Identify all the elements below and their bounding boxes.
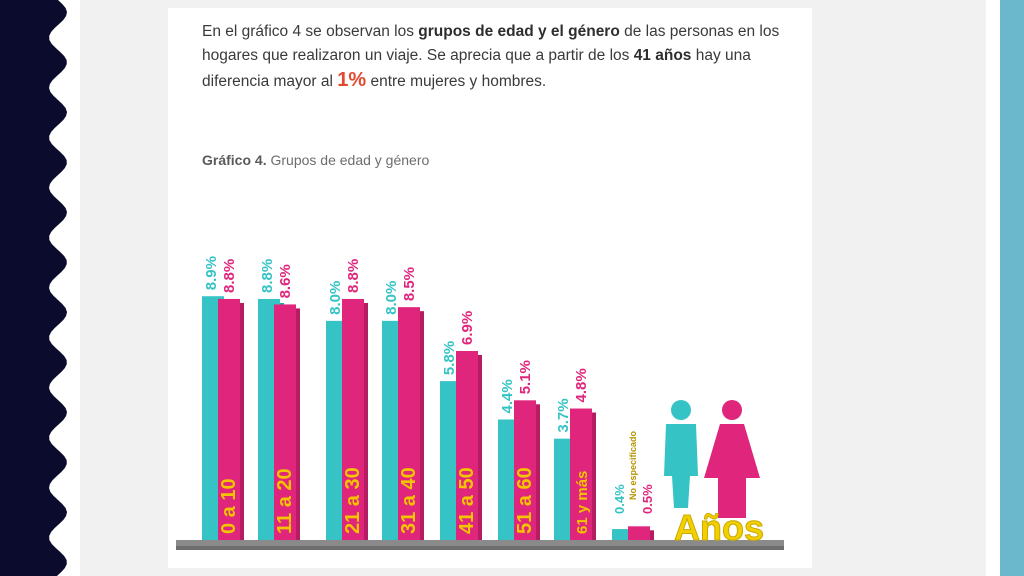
value-label-women: 6.9% (459, 311, 476, 345)
bar-women-side (296, 308, 300, 540)
age-gender-bar-chart: 8.9% 8.8%0 a 108.8% 8.6%11 a 208.0%8.8%21 … (176, 256, 784, 550)
chart-caption: Gráfico 4. Grupos de edad y género (202, 152, 429, 168)
category-label: 21 a 30 (342, 467, 364, 534)
intro-bold-1: grupos de edad y el género (418, 23, 620, 40)
intro-text-1: En el gráfico 4 se observan los (202, 23, 419, 40)
value-label-men: 5.8% (441, 341, 458, 375)
value-label-women: 4.8% (573, 368, 590, 402)
category-label: 0 a 10 (218, 478, 240, 534)
gender-legend-icons (664, 400, 760, 518)
value-label-men: 4.4% (499, 379, 516, 413)
man-icon-head (671, 400, 691, 420)
bar-women (398, 307, 420, 540)
man-icon (664, 424, 698, 508)
chart-caption-text: Grupos de edad y género (266, 152, 430, 168)
value-label-women: 8.8% (345, 259, 362, 293)
bar-women (456, 351, 478, 540)
category-label: 11 a 20 (274, 468, 296, 534)
bar-women-side (650, 530, 654, 540)
value-label-women: 0.5% (640, 484, 655, 514)
intro-bold-2: 41 años (633, 47, 692, 64)
category-label: 31 a 40 (398, 467, 420, 534)
value-label-men: 8.8% (259, 259, 276, 293)
chart-floor (176, 540, 784, 550)
intro-text-2: de las personas en los hogares que reali… (202, 23, 780, 64)
value-label-men: 8.0% (383, 281, 400, 315)
category-label: 61 y más (574, 471, 591, 534)
bar-women-side (420, 311, 424, 540)
intro-highlight: 1% (337, 69, 367, 91)
intro-text-4: entre mujeres y hombres. (366, 73, 547, 90)
bar-women-side (536, 404, 540, 540)
slide-card: En el gráfico 4 se observan los grupos d… (168, 8, 812, 568)
value-label-men: 8.9% (203, 256, 220, 290)
category-label: No especificado (628, 430, 638, 500)
woman-icon-head (722, 400, 742, 420)
bar-men (612, 529, 634, 540)
bar-women-side (240, 302, 244, 540)
category-label: 51 a 60 (514, 467, 536, 534)
value-label-women: 8.8% (221, 259, 238, 293)
right-white-gap (986, 0, 1000, 576)
value-label-women: 5.1% (517, 360, 534, 394)
intro-paragraph: En el gráfico 4 se observan los grupos d… (202, 20, 792, 94)
bar-women (628, 526, 650, 540)
bar-women (274, 304, 296, 540)
axis-word-anos: Años (674, 507, 764, 548)
bar-women (218, 298, 240, 540)
chart-floor-shadow (176, 546, 784, 550)
value-label-men: 0.4% (612, 484, 627, 514)
bar-women (342, 298, 364, 540)
value-label-women: 8.5% (401, 267, 418, 301)
right-decorative-band (1000, 0, 1024, 576)
value-label-women: 8.6% (277, 264, 294, 298)
value-label-men: 3.7% (555, 398, 572, 432)
bar-women (570, 408, 592, 540)
category-label: 41 a 50 (456, 467, 478, 534)
value-label-men: 8.0% (327, 281, 344, 315)
left-decorative-band (0, 0, 80, 576)
chart-caption-label: Gráfico 4. (202, 152, 267, 168)
intro-text-3: hay una diferencia mayor al (202, 47, 751, 90)
woman-icon (704, 424, 760, 518)
bar-women-side (592, 412, 596, 540)
bar-women-side (478, 355, 482, 540)
bar-women-side (364, 302, 368, 540)
bar-women (514, 400, 536, 540)
